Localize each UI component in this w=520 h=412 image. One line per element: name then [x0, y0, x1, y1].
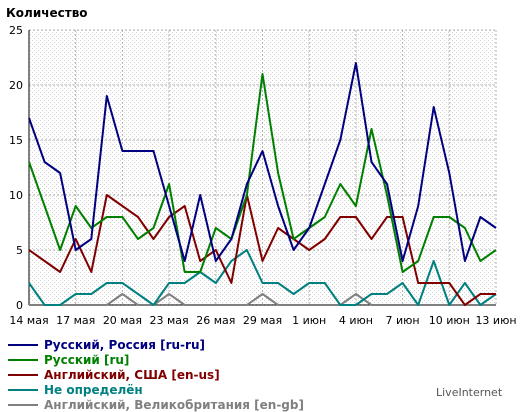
x-tick-label: 10 июн	[429, 314, 470, 327]
legend-swatch	[8, 373, 38, 376]
legend-item: Английский, США [en-us]	[8, 367, 304, 382]
y-tick-label: 15	[9, 134, 23, 147]
x-tick-label: 14 мая	[9, 314, 48, 327]
x-tick-label: 17 мая	[56, 314, 95, 327]
series-line-3	[28, 249, 497, 306]
legend-swatch	[8, 343, 38, 346]
legend-item: Русский, Россия [ru-ru]	[8, 337, 304, 352]
legend-label: Русский, Россия [ru-ru]	[44, 337, 205, 352]
liveinternet-credit: LiveInternet	[436, 386, 503, 399]
x-tick-label: 13 июн	[475, 314, 516, 327]
y-tick-label: 5	[16, 244, 23, 257]
series-line-1	[28, 73, 497, 273]
y-tick-label: 25	[9, 24, 23, 37]
legend-swatch	[8, 388, 38, 391]
legend-item: Не определён	[8, 382, 304, 397]
legend-label: Не определён	[44, 382, 143, 397]
y-tick-label: 20	[9, 79, 23, 92]
x-tick-label: 23 мая	[150, 314, 189, 327]
x-tick-label: 7 июн	[386, 314, 420, 327]
legend-label: Английский, США [en-us]	[44, 367, 220, 382]
series-line-2	[28, 194, 496, 306]
x-tick-label: 20 мая	[103, 314, 142, 327]
x-tick-label: 29 мая	[243, 314, 282, 327]
y-axis-label: Количество	[6, 6, 88, 20]
y-tick-label: 0	[16, 299, 23, 312]
legend-item: Русский [ru]	[8, 352, 304, 367]
y-tick-label: 10	[9, 189, 23, 202]
legend: Русский, Россия [ru-ru] Русский [ru] Англи…	[8, 337, 304, 412]
x-tick-label: 26 мая	[196, 314, 235, 327]
legend-label: Русский [ru]	[44, 352, 130, 367]
x-tick-label: 1 июн	[292, 314, 326, 327]
plot-area: 0 5 10 15 20 25 14 мая 17 мая 20 мая 23 мая 26 мая…	[9, 24, 517, 327]
series-line-0	[28, 62, 497, 262]
x-tick-label: 4 июн	[339, 314, 373, 327]
legend-swatch	[8, 358, 38, 361]
